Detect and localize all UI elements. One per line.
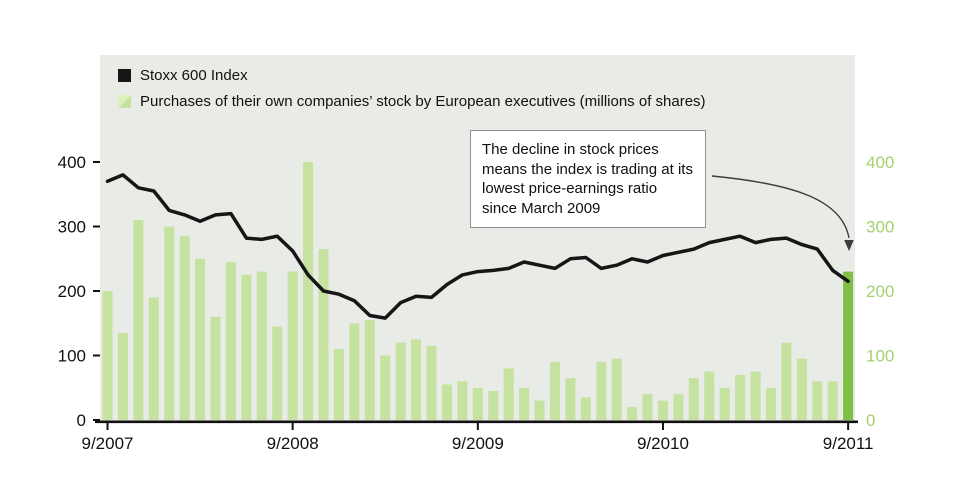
- purchase-bar: [411, 339, 422, 420]
- right-axis: 0 100 200 300 400: [866, 153, 894, 430]
- purchase-bar: [133, 220, 144, 420]
- right-axis-label: 200: [866, 282, 894, 301]
- purchase-bar: [318, 249, 329, 420]
- legend-swatch-purchases: [118, 94, 131, 108]
- purchase-bar: [472, 387, 483, 421]
- purchase-bar: [148, 297, 159, 420]
- x-axis-label: 9/2011: [823, 434, 874, 453]
- purchase-bar: [534, 400, 545, 420]
- purchase-bar: [195, 258, 206, 421]
- purchase-bar: [750, 371, 761, 420]
- purchase-bar: [519, 387, 530, 421]
- purchase-bar: [565, 378, 576, 420]
- purchase-bar: [395, 342, 406, 420]
- purchase-bar: [272, 326, 283, 420]
- purchase-bar: [349, 323, 360, 421]
- legend-item-purchases: Purchases of their own companies’ stock …: [118, 88, 706, 114]
- legend: Stoxx 600 Index Purchases of their own c…: [118, 62, 706, 114]
- purchase-bar: [611, 358, 622, 420]
- index-line: [105, 173, 850, 320]
- purchase-bar: [503, 368, 514, 420]
- purchase-bar: [843, 271, 854, 420]
- x-axis-label: 9/2008: [267, 434, 319, 453]
- purchase-bar: [827, 381, 838, 420]
- left-axis-label: 300: [58, 218, 86, 237]
- purchase-bar: [704, 371, 715, 420]
- right-axis-label: 100: [866, 347, 894, 366]
- purchase-bar: [673, 394, 684, 420]
- right-axis-label: 300: [866, 218, 894, 237]
- purchase-bar: [287, 271, 298, 420]
- x-axis-label: 9/2009: [452, 434, 504, 453]
- purchase-bar: [735, 374, 746, 420]
- annotation-arrow: [711, 175, 850, 239]
- legend-item-index: Stoxx 600 Index: [118, 62, 706, 88]
- purchase-bar: [596, 361, 607, 420]
- x-axis-label: 9/2010: [637, 434, 689, 453]
- left-axis-label: 0: [77, 411, 86, 430]
- right-axis-label: 400: [866, 153, 894, 172]
- x-axis-label: 9/2007: [82, 434, 134, 453]
- right-axis-label: 0: [866, 411, 875, 430]
- purchase-bar: [333, 349, 344, 420]
- purchase-bar: [102, 291, 113, 420]
- purchase-bar: [442, 384, 452, 420]
- left-axis: 0 100 200 300 400: [58, 153, 100, 430]
- purchase-bar: [627, 407, 638, 420]
- annotation-box: The decline in stock prices means the in…: [470, 130, 706, 228]
- left-axis-label: 400: [58, 153, 86, 172]
- x-axis: 9/2007 9/2008 9/2009 9/2010 9/2011: [82, 421, 874, 453]
- purchase-bar: [658, 400, 668, 420]
- purchase-bar: [812, 381, 823, 420]
- purchase-bar: [580, 397, 591, 420]
- purchase-bar: [117, 332, 128, 420]
- purchase-bars: [102, 162, 854, 421]
- annotation-text: The decline in stock prices means the in…: [482, 141, 693, 217]
- purchase-bar: [719, 387, 730, 421]
- purchase-bar: [488, 391, 499, 420]
- left-axis-label: 200: [58, 282, 86, 301]
- annotation-arrowhead-icon: [844, 240, 854, 251]
- purchase-bar: [164, 226, 175, 420]
- purchase-bar: [225, 262, 236, 420]
- purchase-bar: [642, 394, 653, 420]
- legend-label-index: Stoxx 600 Index: [140, 66, 248, 84]
- left-axis-label: 100: [58, 347, 86, 366]
- purchase-bar: [457, 381, 468, 420]
- purchase-bar: [179, 236, 190, 420]
- purchase-bar: [256, 271, 267, 420]
- purchase-bar: [380, 355, 391, 420]
- purchase-bar: [796, 358, 807, 420]
- purchase-bar: [550, 361, 560, 420]
- purchase-bar: [303, 162, 314, 420]
- purchase-bar: [364, 320, 375, 420]
- legend-label-purchases: Purchases of their own companies’ stock …: [140, 92, 706, 110]
- legend-swatch-index: [118, 68, 131, 82]
- purchase-bar: [426, 345, 437, 420]
- purchase-bar: [781, 342, 792, 420]
- purchase-bar: [210, 316, 221, 420]
- purchase-bar: [241, 274, 252, 420]
- purchase-bar: [688, 378, 699, 420]
- purchase-bar: [766, 387, 776, 421]
